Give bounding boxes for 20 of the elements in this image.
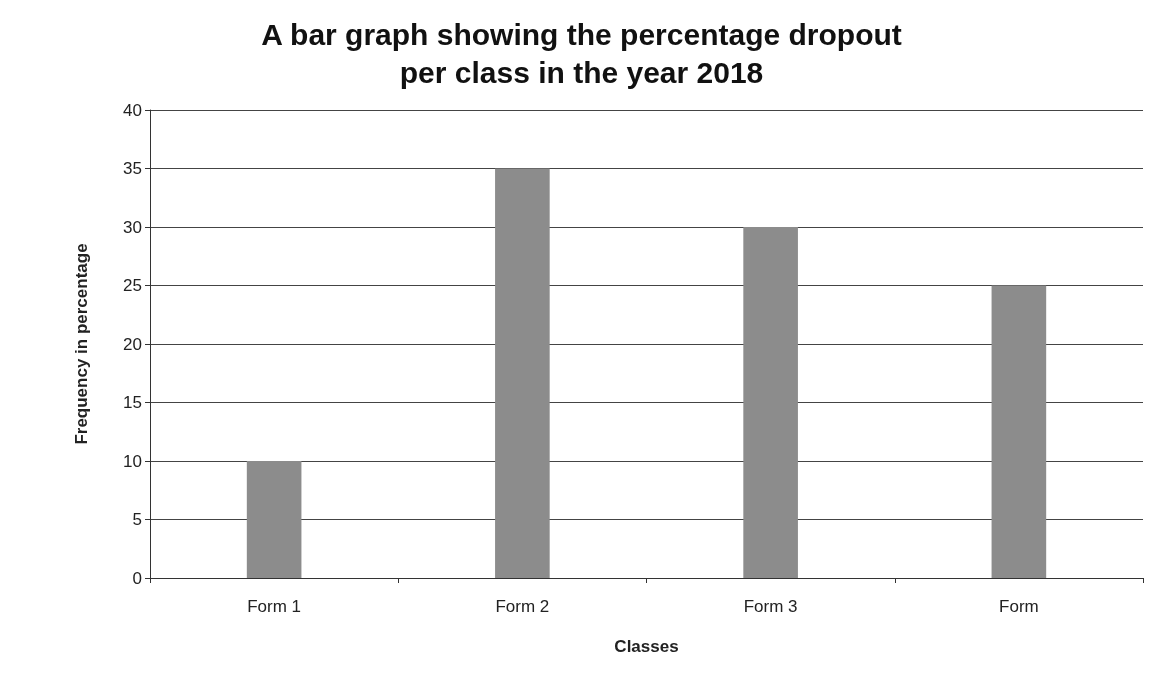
bar [495,168,550,578]
x-tick-label: Form 2 [495,597,550,616]
y-tick-label: 25 [123,276,142,295]
y-tick-label: 35 [123,159,142,178]
y-tick-label: 20 [123,334,142,354]
y-tick-label: 40 [123,100,142,120]
x-axis-title: Classes [614,637,679,656]
bar [743,227,798,578]
y-tick-label: 0 [132,568,142,588]
bar [246,461,302,578]
y-tick-label: 10 [123,451,142,471]
y-axis-title: Frequency in percentage [72,243,91,445]
x-tick-label: Form 1 [247,597,302,616]
x-tick-label: Form 3 [743,597,798,616]
chart-title: A bar graph showing the percentage dropout per class in the year 2018 [261,17,902,89]
y-tick-label: 30 [123,217,142,237]
y-tick-label: 5 [132,510,142,529]
x-tick-label: Form [999,597,1039,616]
y-tick-label: 15 [123,393,142,412]
bar [991,285,1047,578]
